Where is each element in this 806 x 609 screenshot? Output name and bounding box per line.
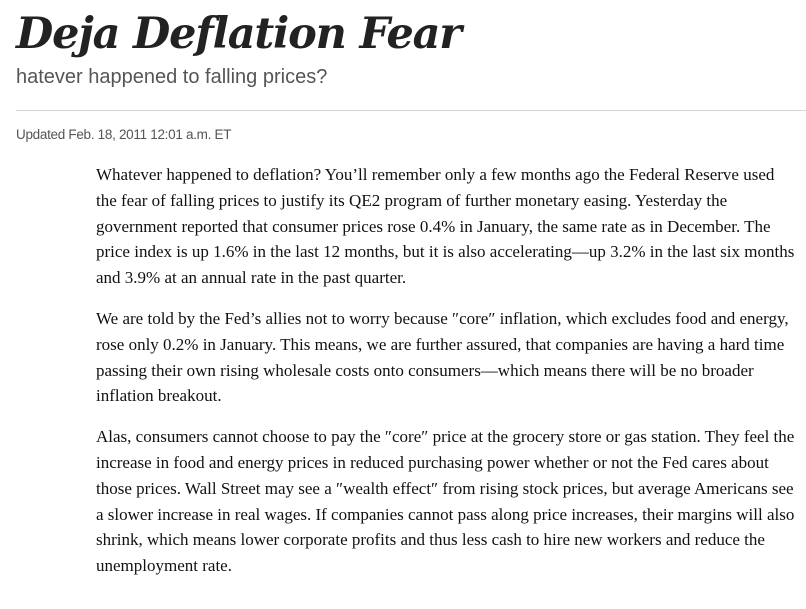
paragraph-2: We are told by the Fed’s allies not to w… [96,308,789,406]
dateline: Updated Feb. 18, 2011 12:01 a.m. ET [16,127,232,142]
paragraph-3: Alas, consumers cannot choose to pay the… [96,427,795,576]
article-header: Deja Deflation Fear hatever happened to … [16,6,806,90]
headline: Deja Deflation Fear [16,9,462,59]
paragraph-1: Whatever happened to deflation? You’ll r… [96,165,795,288]
article-body: Whatever happened to deflation? You’ll r… [96,162,796,594]
subheadline: hatever happened to falling prices? [16,66,328,88]
header-divider [16,110,806,111]
